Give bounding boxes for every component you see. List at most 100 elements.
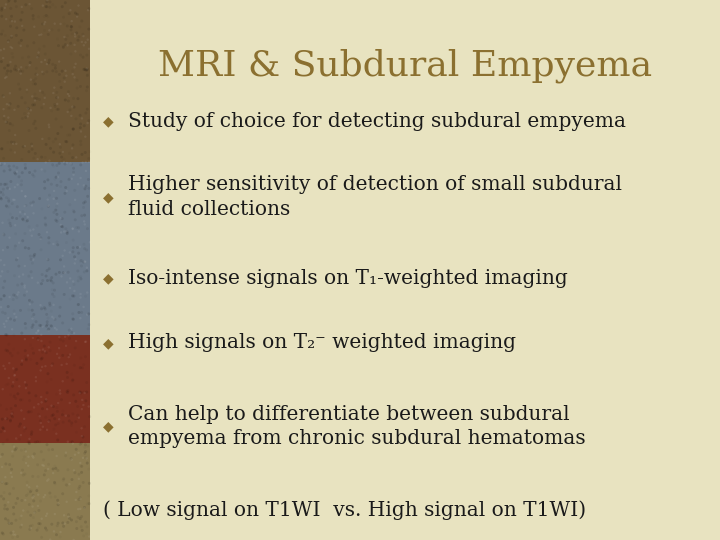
Circle shape bbox=[0, 430, 3, 433]
Circle shape bbox=[48, 303, 51, 307]
Circle shape bbox=[34, 170, 37, 172]
Circle shape bbox=[22, 509, 24, 512]
Circle shape bbox=[84, 392, 86, 394]
Circle shape bbox=[72, 127, 75, 131]
Circle shape bbox=[80, 265, 83, 267]
Circle shape bbox=[86, 227, 89, 230]
Circle shape bbox=[9, 418, 12, 422]
Circle shape bbox=[57, 96, 59, 99]
Circle shape bbox=[32, 255, 35, 258]
Circle shape bbox=[48, 1, 52, 3]
Circle shape bbox=[54, 423, 57, 427]
Circle shape bbox=[60, 156, 63, 159]
Circle shape bbox=[70, 114, 73, 117]
Circle shape bbox=[83, 247, 86, 250]
Circle shape bbox=[15, 447, 18, 450]
Circle shape bbox=[17, 184, 19, 186]
Circle shape bbox=[22, 145, 24, 149]
Circle shape bbox=[28, 486, 30, 489]
Circle shape bbox=[44, 526, 47, 530]
Circle shape bbox=[45, 274, 48, 278]
Circle shape bbox=[53, 105, 57, 108]
Circle shape bbox=[65, 345, 67, 347]
Circle shape bbox=[56, 499, 59, 502]
Circle shape bbox=[26, 291, 28, 293]
Circle shape bbox=[65, 451, 67, 454]
Circle shape bbox=[12, 512, 15, 516]
Circle shape bbox=[35, 320, 37, 323]
Circle shape bbox=[53, 23, 56, 25]
Circle shape bbox=[48, 491, 51, 495]
Circle shape bbox=[71, 318, 74, 320]
Circle shape bbox=[51, 63, 54, 66]
Circle shape bbox=[16, 293, 19, 296]
Circle shape bbox=[69, 287, 71, 289]
Circle shape bbox=[65, 75, 68, 77]
Circle shape bbox=[78, 392, 81, 394]
Circle shape bbox=[45, 0, 48, 3]
Circle shape bbox=[66, 231, 68, 233]
Circle shape bbox=[45, 313, 48, 316]
Circle shape bbox=[28, 171, 31, 174]
Circle shape bbox=[20, 515, 22, 517]
Circle shape bbox=[48, 126, 50, 129]
Circle shape bbox=[38, 349, 40, 352]
Circle shape bbox=[1, 453, 4, 456]
Circle shape bbox=[21, 469, 24, 471]
Circle shape bbox=[50, 279, 53, 282]
Circle shape bbox=[37, 51, 40, 54]
Circle shape bbox=[81, 56, 84, 59]
Circle shape bbox=[56, 438, 59, 442]
Circle shape bbox=[15, 368, 18, 371]
Circle shape bbox=[50, 364, 53, 367]
Circle shape bbox=[0, 495, 3, 498]
Circle shape bbox=[66, 111, 69, 113]
Circle shape bbox=[61, 354, 64, 357]
Circle shape bbox=[67, 513, 70, 516]
Circle shape bbox=[38, 197, 41, 200]
Circle shape bbox=[59, 338, 62, 341]
Circle shape bbox=[77, 252, 80, 255]
Circle shape bbox=[79, 123, 82, 125]
Circle shape bbox=[53, 190, 55, 192]
Circle shape bbox=[78, 35, 81, 38]
Circle shape bbox=[66, 232, 68, 235]
Circle shape bbox=[61, 255, 64, 257]
Circle shape bbox=[51, 69, 54, 72]
Circle shape bbox=[55, 524, 59, 527]
Circle shape bbox=[57, 44, 60, 47]
Circle shape bbox=[88, 48, 90, 50]
Circle shape bbox=[74, 63, 77, 65]
Circle shape bbox=[33, 453, 36, 455]
Circle shape bbox=[2, 427, 5, 430]
Circle shape bbox=[0, 163, 1, 165]
Circle shape bbox=[1, 442, 4, 446]
Circle shape bbox=[37, 494, 40, 496]
Circle shape bbox=[54, 467, 58, 470]
Circle shape bbox=[9, 168, 12, 171]
Circle shape bbox=[78, 390, 81, 394]
Circle shape bbox=[26, 44, 29, 48]
Circle shape bbox=[88, 502, 91, 505]
Circle shape bbox=[24, 265, 26, 267]
Circle shape bbox=[4, 333, 7, 336]
Circle shape bbox=[59, 393, 61, 395]
Circle shape bbox=[41, 91, 44, 94]
Circle shape bbox=[54, 219, 58, 221]
Circle shape bbox=[45, 529, 48, 531]
Circle shape bbox=[28, 399, 31, 402]
Circle shape bbox=[32, 337, 34, 339]
Circle shape bbox=[27, 354, 29, 357]
Text: Study of choice for detecting subdural empyema: Study of choice for detecting subdural e… bbox=[128, 112, 626, 131]
Circle shape bbox=[74, 258, 77, 260]
Circle shape bbox=[40, 517, 43, 520]
Circle shape bbox=[24, 3, 27, 6]
Circle shape bbox=[68, 178, 71, 181]
Circle shape bbox=[15, 316, 17, 318]
Circle shape bbox=[64, 336, 66, 338]
Circle shape bbox=[43, 23, 45, 25]
Circle shape bbox=[7, 117, 9, 119]
Circle shape bbox=[0, 259, 2, 261]
Circle shape bbox=[15, 26, 18, 29]
Circle shape bbox=[50, 414, 53, 417]
